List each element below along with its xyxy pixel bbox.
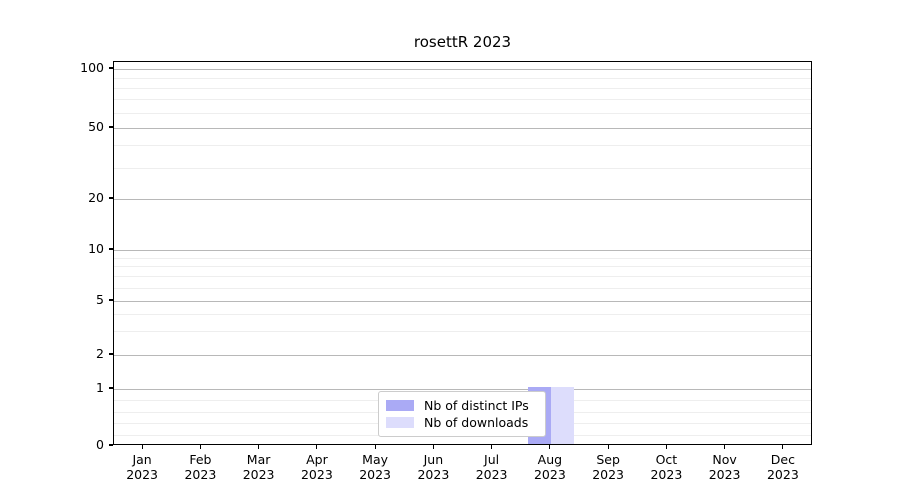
- x-tick-label-month: Jun: [423, 452, 444, 467]
- gridline-minor: [114, 78, 811, 79]
- x-tick-label-year: 2023: [359, 467, 391, 482]
- x-tick-mark: [607, 445, 609, 449]
- legend-item-label: Nb of distinct IPs: [424, 398, 529, 413]
- x-tick-label-year: 2023: [533, 467, 566, 482]
- y-tick-mark: [109, 387, 113, 389]
- y-tick-label: 0: [96, 437, 104, 452]
- x-tick-mark: [374, 445, 376, 449]
- y-tick-label: 1: [96, 380, 104, 395]
- y-tick-mark: [109, 248, 113, 250]
- gridline-major: [114, 199, 811, 200]
- x-tick-label-year: 2023: [417, 467, 450, 482]
- y-tick-mark: [109, 353, 113, 355]
- x-tick-label: May 2023: [335, 452, 415, 482]
- x-tick-mark: [141, 445, 143, 449]
- x-tick-label: Sep 2023: [568, 452, 648, 482]
- x-tick-mark: [782, 445, 784, 449]
- y-tick-mark: [109, 67, 113, 69]
- x-tick-label-month: Nov: [712, 452, 737, 467]
- y-tick-label: 2: [96, 346, 104, 361]
- x-tick-label: Mar 2023: [219, 452, 299, 482]
- legend-item[interactable]: Nb of downloads: [386, 414, 538, 431]
- chart-title: rosettR 2023: [413, 33, 512, 51]
- gridline-minor: [114, 287, 811, 289]
- x-tick-mark: [199, 445, 201, 449]
- gridline-major: [114, 128, 811, 129]
- gridline-major: [114, 250, 811, 251]
- gridline-major: [114, 389, 811, 390]
- y-tick-label: 100: [80, 60, 104, 75]
- gridline-minor: [114, 88, 811, 89]
- x-tick-label: Feb 2023: [160, 452, 240, 482]
- x-tick-mark: [549, 445, 551, 449]
- gridline-minor: [114, 257, 811, 259]
- x-tick-label-month: Aug: [537, 452, 563, 467]
- x-tick-label: Jul 2023: [452, 452, 532, 482]
- y-tick-mark: [109, 299, 113, 301]
- x-tick-mark: [432, 445, 434, 449]
- x-tick-label-month: Jan: [132, 452, 152, 467]
- x-tick-label-year: 2023: [184, 467, 217, 482]
- legend-swatch-icon: [386, 400, 414, 411]
- gridline-minor: [114, 266, 811, 268]
- chart-legend: Nb of distinct IPs Nb of downloads: [378, 391, 546, 437]
- gridline-major: [114, 301, 811, 302]
- y-tick-label: 20: [88, 190, 104, 205]
- x-tick-label-month: Apr: [306, 452, 328, 467]
- gridline-minor: [114, 331, 811, 333]
- x-tick-label: Oct 2023: [626, 452, 706, 482]
- x-tick-label-year: 2023: [475, 467, 508, 482]
- legend-item[interactable]: Nb of distinct IPs: [386, 397, 538, 414]
- x-tick-label-month: Jul: [484, 452, 500, 467]
- x-tick-label-month: Dec: [770, 452, 795, 467]
- x-tick-label: Aug 2023: [510, 452, 590, 482]
- gridline-minor: [114, 99, 811, 101]
- x-tick-label: Dec 2023: [743, 452, 823, 482]
- x-tick-label: Apr 2023: [277, 452, 357, 482]
- x-tick-label-month: May: [362, 452, 389, 467]
- y-tick-label: 5: [96, 292, 104, 307]
- gridline-major: [114, 355, 811, 356]
- gridline-minor: [114, 112, 811, 114]
- x-tick-label: Jun 2023: [393, 452, 473, 482]
- x-tick-label-month: Feb: [189, 452, 212, 467]
- y-tick-mark: [109, 444, 113, 446]
- gridline-minor: [114, 167, 811, 169]
- y-axis-tick-labels: 0 1 2 5 10 20 50 100: [0, 0, 104, 500]
- bar-aug-downloads: [550, 387, 575, 444]
- x-tick-label-year: 2023: [650, 467, 683, 482]
- gridline-minor: [114, 276, 811, 278]
- y-tick-label: 50: [88, 119, 104, 134]
- x-tick-mark: [491, 445, 493, 449]
- x-tick-mark: [665, 445, 667, 449]
- x-tick-label-year: 2023: [708, 467, 741, 482]
- x-tick-label-year: 2023: [242, 467, 275, 482]
- x-tick-mark: [316, 445, 318, 449]
- x-tick-mark: [258, 445, 260, 449]
- gridline-minor: [114, 314, 811, 316]
- x-tick-label-month: Mar: [246, 452, 271, 467]
- x-tick-label: Jan 2023: [102, 452, 182, 482]
- gridline-minor: [114, 145, 811, 147]
- y-tick-label: 10: [88, 241, 104, 256]
- y-tick-mark: [109, 197, 113, 199]
- x-tick-label-year: 2023: [766, 467, 799, 482]
- y-tick-mark: [109, 126, 113, 128]
- x-tick-label-month: Sep: [596, 452, 620, 467]
- plot-area: [113, 61, 812, 445]
- x-tick-label: Nov 2023: [685, 452, 765, 482]
- legend-item-label: Nb of downloads: [424, 415, 529, 430]
- x-tick-mark: [724, 445, 726, 449]
- legend-swatch-icon: [386, 417, 414, 428]
- gridline-major: [114, 69, 811, 70]
- x-tick-label-year: 2023: [126, 467, 158, 482]
- x-tick-label-year: 2023: [592, 467, 624, 482]
- x-tick-label-month: Oct: [655, 452, 678, 467]
- x-tick-label-year: 2023: [300, 467, 333, 482]
